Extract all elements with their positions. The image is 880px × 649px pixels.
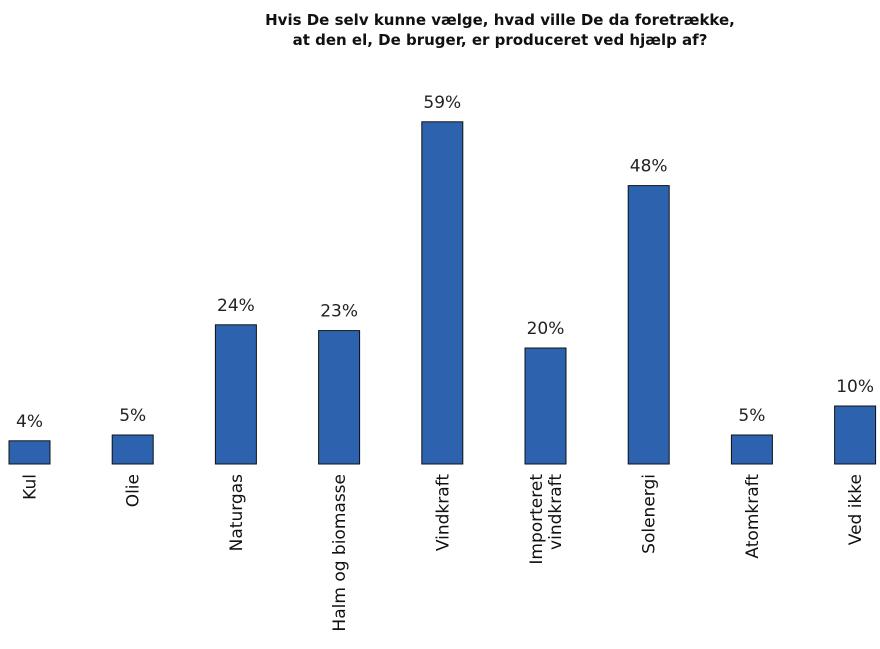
category-label-4: Vindkraft [433, 474, 453, 551]
bar-0 [8, 440, 51, 465]
data-label-1: 5% [119, 406, 146, 426]
bar-5 [524, 347, 567, 465]
data-label-8: 10% [836, 377, 874, 397]
category-label-1: Olie [124, 474, 144, 507]
chart-title: Hvis De selv kunne vælge, hvad ville De … [0, 10, 880, 50]
data-label-7: 5% [738, 406, 765, 426]
category-label-7: Atomkraft [743, 474, 763, 559]
bar-3 [318, 330, 361, 465]
category-label-1-line-0: Olie [124, 474, 144, 507]
category-label-4-line-0: Vindkraft [433, 474, 453, 551]
bar-4 [421, 121, 464, 465]
data-label-4: 59% [423, 93, 461, 113]
bar-6 [627, 185, 670, 465]
bar-8 [834, 405, 877, 465]
category-label-5: Importeretvindkraft [527, 474, 566, 565]
category-label-2-line-0: Naturgas [227, 474, 247, 551]
bar-2 [214, 324, 257, 465]
chart-title-line-2: at den el, De bruger, er produceret ved … [292, 31, 708, 49]
category-label-7-line-0: Atomkraft [743, 474, 763, 559]
category-label-2: Naturgas [227, 474, 247, 551]
data-label-3: 23% [320, 302, 358, 322]
category-label-8: Ved ikke [846, 474, 866, 545]
data-label-2: 24% [217, 296, 255, 316]
bar-1 [111, 434, 154, 465]
category-label-3-line-0: Halm og biomasse [330, 474, 350, 632]
data-label-0: 4% [16, 412, 43, 432]
category-label-0: Kul [21, 474, 41, 500]
category-label-6: Solenergi [640, 474, 660, 554]
category-label-8-line-0: Ved ikke [846, 474, 866, 545]
data-label-6: 48% [630, 157, 668, 177]
category-label-3: Halm og biomasse [330, 474, 350, 632]
chart-title-line-1: Hvis De selv kunne vælge, hvad ville De … [265, 11, 735, 29]
bar-7 [730, 434, 773, 465]
category-label-6-line-0: Solenergi [640, 474, 660, 554]
data-label-5: 20% [527, 319, 565, 339]
category-label-5-line-0: Importeret [527, 474, 547, 565]
category-label-0-line-0: Kul [21, 474, 41, 500]
category-label-5-line-1: vindkraft [546, 474, 566, 550]
